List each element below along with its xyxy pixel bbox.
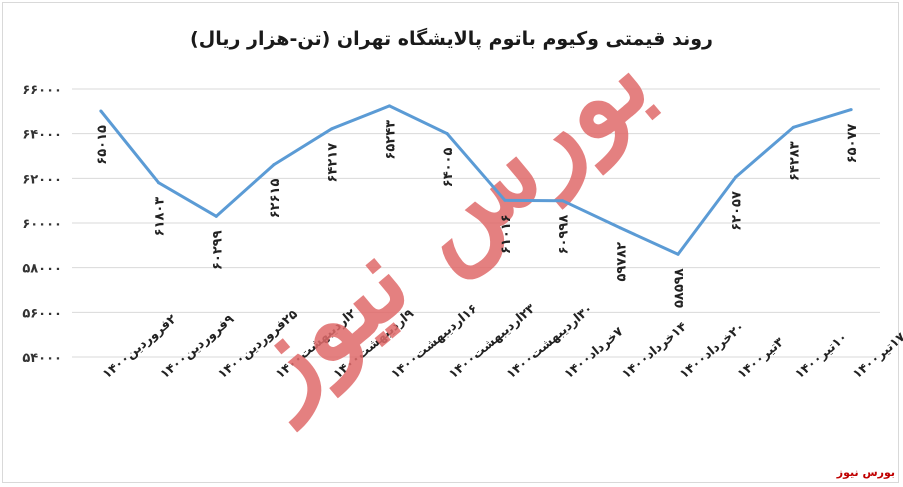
source-label: بورس نیوز xyxy=(836,466,895,479)
data-point xyxy=(99,109,103,113)
data-label: ۶۵۰۷۷ xyxy=(845,124,860,164)
data-label: ۵۹۷۸۲ xyxy=(614,242,629,282)
data-point xyxy=(272,163,276,167)
y-tick-label: ۵۸۰۰۰ xyxy=(22,262,62,277)
y-tick-label: ۶۶۰۰۰ xyxy=(22,83,62,98)
watermark-text: بورس نیوز xyxy=(212,15,675,434)
data-point xyxy=(214,214,218,218)
data-label: ۶۲۰۵۷ xyxy=(730,191,745,231)
y-axis: ۵۴۰۰۰ ۵۶۰۰۰ ۵۸۰۰۰ ۶۰۰۰۰ ۶۲۰۰۰ ۶۴۰۰۰ ۶۶۰۰۰ xyxy=(22,83,62,366)
data-label: ۶۱۰۱۶ xyxy=(499,214,514,254)
data-label: ۵۸۵۹۸ xyxy=(672,268,687,308)
data-point xyxy=(387,104,391,108)
y-tick-label: ۶۴۰۰۰ xyxy=(22,128,62,143)
price-series xyxy=(99,104,853,256)
data-label: ۶۴۲۸۳ xyxy=(787,141,802,181)
data-point xyxy=(849,108,853,112)
data-label: ۶۲۶۱۵ xyxy=(268,179,283,219)
x-tick-label: ۱۰تیر۱۴۰۰ xyxy=(792,329,850,381)
data-label: ۶۰۹۹۸ xyxy=(557,215,572,255)
data-point xyxy=(561,199,565,203)
data-point xyxy=(791,125,795,129)
series-line xyxy=(99,104,852,256)
x-tick-label: ۱۷تیر۱۴۰۰ xyxy=(849,329,903,381)
data-point xyxy=(503,198,507,202)
data-label: ۶۴۲۱۷ xyxy=(326,143,341,183)
data-label: ۶۱۸۰۳ xyxy=(153,197,168,237)
chart-title: روند قیمتی وکیوم باتوم پالایشگاه تهران (… xyxy=(190,28,713,50)
data-label: ۶۰۲۹۹ xyxy=(210,230,225,270)
data-labels: ۶۵۰۱۵ ۶۱۸۰۳ ۶۰۲۹۹ ۶۲۶۱۵ ۶۴۲۱۷ ۶۵۲۴۳ ۶۴۰۰۵ ۶۱۰۱۶… xyxy=(95,120,860,308)
data-point xyxy=(734,175,738,179)
data-label: ۶۵۲۴۳ xyxy=(383,120,398,160)
y-tick-label: ۵۶۰۰۰ xyxy=(22,306,62,321)
data-point xyxy=(445,132,449,136)
grid-lines xyxy=(72,88,880,358)
data-label: ۶۵۰۱۵ xyxy=(95,125,110,165)
y-tick-label: ۶۰۰۰۰ xyxy=(22,217,62,232)
data-point xyxy=(330,127,334,131)
watermark-logo: بورس نیوز xyxy=(212,15,675,434)
data-point xyxy=(676,252,680,256)
y-tick-label: ۶۲۰۰۰ xyxy=(22,172,62,187)
data-label: ۶۴۰۰۵ xyxy=(441,148,456,188)
data-point xyxy=(157,181,161,185)
x-tick-label: ۳تیر۱۴۰۰ xyxy=(734,334,787,382)
y-tick-label: ۵۴۰۰۰ xyxy=(22,351,62,366)
data-point xyxy=(618,226,622,230)
